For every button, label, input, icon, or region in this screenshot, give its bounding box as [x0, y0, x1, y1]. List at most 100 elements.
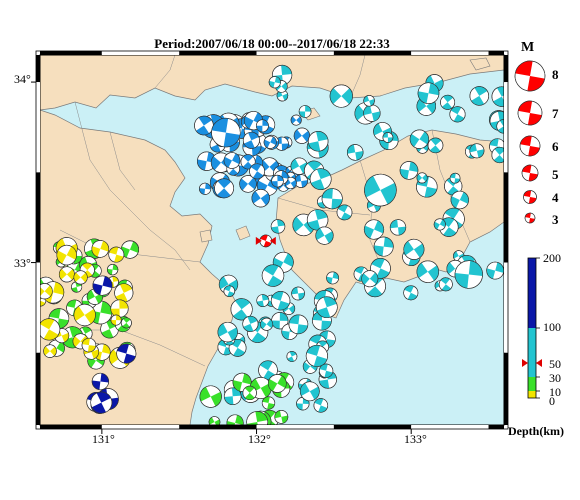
earthquake-marker: [449, 172, 461, 184]
earthquake-marker: [363, 95, 375, 107]
lat-label-34: 34°: [14, 72, 31, 86]
magnitude-legend: [514, 60, 546, 224]
earthquake-marker: [409, 129, 430, 149]
earthquake-marker: [230, 298, 253, 321]
earthquake-marker: [399, 161, 419, 180]
earthquake-marker: [373, 236, 394, 257]
earthquake-marker: [389, 219, 407, 236]
earthquake-marker: [427, 137, 444, 154]
earthquake-marker: [329, 84, 353, 108]
magnitude-legend-8-icon: [514, 60, 546, 92]
earthquake-marker: [382, 132, 394, 143]
earthquake-marker: [486, 261, 504, 280]
earthquake-marker: [336, 204, 353, 221]
earthquake-marker: [255, 119, 269, 133]
earthquake-marker: [315, 296, 338, 319]
depth-band-100-200: [528, 258, 536, 328]
earthquake-marker: [491, 86, 504, 107]
earthquake-marker: [440, 94, 456, 110]
latest-event-star-icon: [255, 236, 276, 245]
earthquake-marker: [361, 270, 379, 288]
earthquake-marker: [286, 351, 298, 362]
earthquake-marker: [293, 127, 311, 144]
earthquake-marker: [106, 263, 119, 276]
earthquake-marker: [309, 168, 332, 190]
earthquake-marker: [58, 266, 75, 283]
earthquake-marker: [271, 174, 284, 188]
earthquake-marker: [299, 381, 320, 402]
earthquake-marker: [469, 86, 490, 106]
earthquake-marker: [270, 219, 286, 234]
earthquake-marker: [403, 238, 425, 260]
depth-label-30: 30: [549, 371, 561, 385]
latest-depth-pointer-icon: [522, 359, 528, 367]
earthquake-marker: [298, 105, 312, 118]
earthquake-marker: [91, 372, 110, 391]
earthquake-marker: [56, 244, 77, 266]
earthquake-marker: [240, 154, 256, 170]
earthquake-marker: [43, 344, 57, 358]
mag-label-5: 5: [552, 167, 559, 182]
earthquake-marker: [92, 275, 113, 296]
earthquake-marker: [276, 89, 289, 102]
earthquake-marker: [364, 173, 397, 207]
lon-label-133: 133°: [404, 432, 427, 446]
earthquake-marker: [403, 285, 419, 301]
earthquake-marker: [40, 318, 61, 341]
earthquake-marker: [217, 321, 238, 343]
earthquake-marker: [454, 260, 483, 289]
earthquake-marker: [305, 344, 328, 367]
earthquake-marker: [223, 152, 241, 169]
depth-legend: [522, 257, 542, 399]
latest-depth-pointer-icon: [536, 359, 542, 367]
magnitude-legend-5-icon: [521, 164, 539, 182]
map-border-scale: [31, 50, 509, 434]
depth-label-0: 0: [549, 394, 555, 408]
depth-axis-label: Depth(km): [508, 424, 564, 438]
depth-band-30-100: [528, 328, 536, 377]
earthquake-marker: [491, 146, 504, 164]
earthquake-marker: [274, 410, 289, 424]
magnitude-legend-3-icon: [524, 212, 536, 224]
lon-label-131: 131°: [92, 432, 115, 446]
earthquake-marker: [450, 190, 469, 210]
earthquake-marker: [242, 131, 260, 149]
earthquake-marker: [326, 271, 339, 285]
mag-label-8: 8: [552, 67, 559, 82]
earthquake-marker: [438, 277, 453, 292]
earthquake-marker: [416, 260, 440, 283]
earthquake-marker: [199, 385, 222, 408]
land-island: [235, 225, 251, 241]
earthquake-marker: [73, 270, 88, 285]
earthquake-marker: [214, 178, 235, 199]
earthquake-marker: [242, 385, 257, 401]
magnitude-legend-6-icon: [519, 135, 541, 157]
earthquake-marker: [290, 114, 302, 126]
mag-legend-heading: M: [521, 40, 535, 55]
earthquake-marker: [363, 219, 385, 240]
earthquake-marker: [110, 299, 129, 318]
earthquake-marker: [81, 337, 97, 353]
earthquake-marker: [260, 317, 274, 331]
earthquake-markers: [40, 64, 504, 425]
earthquake-marker: [114, 283, 134, 303]
earthquake-marker: [433, 218, 446, 231]
earthquake-marker: [417, 82, 440, 104]
earthquake-marker: [288, 314, 309, 335]
depth-band-10-30: [528, 377, 536, 391]
magnitude-legend-7-icon: [517, 100, 543, 126]
earthquake-marker: [197, 151, 217, 171]
mag-label-4: 4: [552, 190, 559, 205]
earthquake-marker: [40, 283, 53, 300]
depth-band-0-10: [528, 391, 536, 398]
earthquake-marker: [263, 135, 277, 149]
earthquake-marker: [91, 240, 110, 258]
earthquake-marker: [246, 411, 269, 425]
mag-label-6: 6: [552, 139, 559, 154]
depth-label-100: 100: [543, 320, 561, 334]
mag-label-3: 3: [552, 212, 559, 227]
earthquake-marker: [318, 363, 334, 378]
lat-label-33: 33°: [14, 256, 31, 270]
earthquake-marker: [242, 315, 259, 332]
